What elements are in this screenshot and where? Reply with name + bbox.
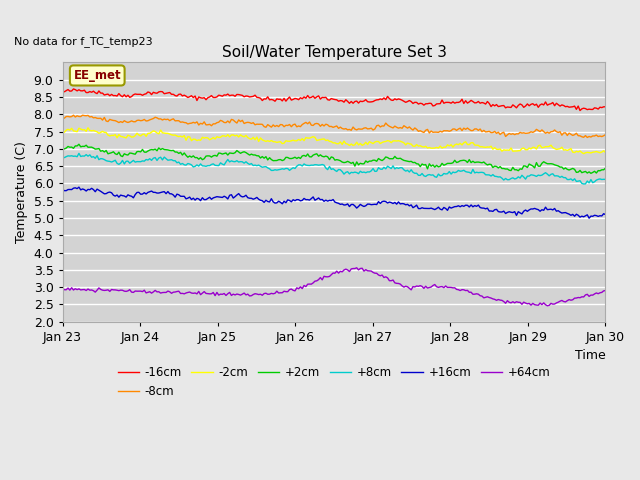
- -8cm: [70, 112, 77, 118]
- +64cm: [353, 265, 360, 271]
- -16cm: [602, 104, 609, 109]
- Legend: -16cm, -8cm, -2cm, +2cm, +8cm, +16cm, +64cm: -16cm, -8cm, -2cm, +2cm, +8cm, +16cm, +6…: [113, 361, 556, 403]
- Line: -8cm: -8cm: [63, 115, 605, 137]
- +8cm: [382, 166, 390, 172]
- Line: +16cm: +16cm: [63, 187, 605, 218]
- Line: +2cm: +2cm: [63, 144, 605, 173]
- +2cm: [59, 145, 67, 151]
- Text: No data for f_TC_temp23: No data for f_TC_temp23: [13, 36, 152, 47]
- +16cm: [393, 201, 401, 207]
- -2cm: [84, 125, 92, 131]
- +8cm: [518, 172, 526, 178]
- +16cm: [75, 184, 83, 190]
- +8cm: [580, 181, 588, 187]
- -8cm: [602, 132, 609, 138]
- -8cm: [518, 130, 526, 136]
- -8cm: [393, 124, 401, 130]
- +16cm: [61, 188, 68, 193]
- +16cm: [602, 212, 609, 217]
- +8cm: [602, 177, 609, 182]
- +8cm: [59, 155, 67, 160]
- -8cm: [552, 129, 560, 134]
- +64cm: [518, 301, 526, 307]
- -2cm: [602, 150, 609, 156]
- +2cm: [552, 162, 560, 168]
- +2cm: [382, 154, 390, 160]
- +8cm: [393, 165, 401, 170]
- -2cm: [384, 138, 392, 144]
- +64cm: [543, 303, 551, 309]
- -2cm: [382, 139, 390, 144]
- -2cm: [580, 151, 588, 156]
- -2cm: [552, 146, 560, 152]
- +8cm: [75, 151, 83, 156]
- Y-axis label: Temperature (C): Temperature (C): [15, 141, 28, 243]
- -16cm: [552, 100, 560, 106]
- +8cm: [61, 155, 68, 160]
- Line: +8cm: +8cm: [63, 154, 605, 184]
- -16cm: [70, 86, 77, 92]
- Line: -2cm: -2cm: [63, 128, 605, 154]
- +16cm: [59, 187, 67, 192]
- -16cm: [576, 108, 584, 113]
- +64cm: [384, 275, 392, 281]
- -8cm: [59, 116, 67, 121]
- -16cm: [518, 102, 526, 108]
- -8cm: [61, 115, 68, 121]
- X-axis label: Time: Time: [575, 349, 605, 362]
- +8cm: [552, 173, 560, 179]
- -8cm: [382, 120, 390, 126]
- -2cm: [61, 130, 68, 135]
- +64cm: [61, 287, 68, 293]
- +64cm: [393, 280, 401, 286]
- +64cm: [59, 286, 67, 291]
- Title: Soil/Water Temperature Set 3: Soil/Water Temperature Set 3: [221, 45, 447, 60]
- +8cm: [384, 163, 392, 169]
- +2cm: [75, 142, 83, 147]
- -2cm: [59, 128, 67, 134]
- -8cm: [384, 122, 392, 128]
- +2cm: [518, 167, 526, 172]
- -16cm: [61, 89, 68, 95]
- Text: EE_met: EE_met: [74, 69, 121, 82]
- -16cm: [59, 88, 67, 94]
- +2cm: [61, 146, 68, 152]
- -16cm: [384, 94, 392, 99]
- +16cm: [585, 216, 593, 221]
- +64cm: [382, 274, 390, 280]
- +2cm: [602, 165, 609, 171]
- -16cm: [393, 97, 401, 103]
- -8cm: [584, 134, 591, 140]
- +64cm: [602, 288, 609, 293]
- Line: +64cm: +64cm: [63, 268, 605, 306]
- +64cm: [554, 300, 562, 305]
- +2cm: [384, 155, 392, 160]
- +16cm: [382, 199, 390, 204]
- +2cm: [587, 170, 595, 176]
- -2cm: [393, 138, 401, 144]
- +16cm: [518, 211, 526, 217]
- Line: -16cm: -16cm: [63, 89, 605, 110]
- -16cm: [382, 96, 390, 102]
- +16cm: [552, 208, 560, 214]
- -2cm: [518, 145, 526, 151]
- +16cm: [384, 200, 392, 206]
- +2cm: [393, 156, 401, 161]
